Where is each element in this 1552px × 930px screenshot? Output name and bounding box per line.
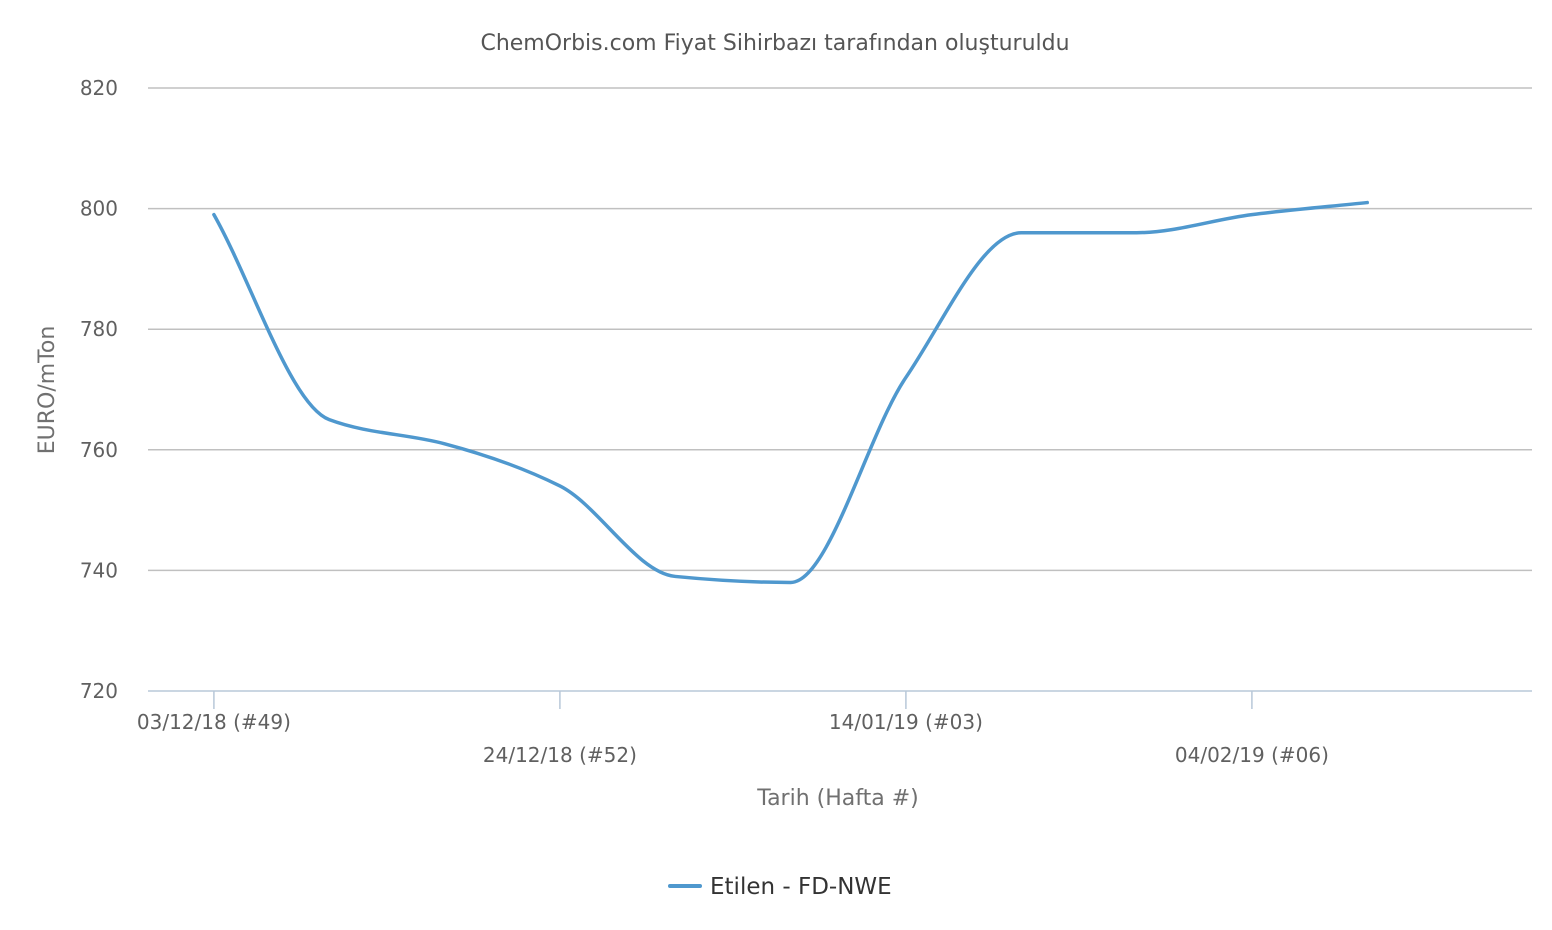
data-point[interactable] xyxy=(1015,227,1027,239)
legend[interactable]: Etilen - FD-NWE xyxy=(668,874,892,900)
gridlines xyxy=(148,87,1532,572)
y-tick-label: 820 xyxy=(80,76,118,100)
data-point[interactable] xyxy=(554,480,566,492)
data-point[interactable] xyxy=(439,438,451,450)
data-point[interactable] xyxy=(208,209,220,221)
x-axis-title: Tarih (Hafta #) xyxy=(756,786,918,811)
data-point[interactable] xyxy=(323,414,335,426)
data-point[interactable] xyxy=(669,570,681,582)
series-line xyxy=(212,200,1369,585)
x-tick-label: 24/12/18 (#52) xyxy=(483,743,637,767)
y-axis-title: EURO/mTon xyxy=(35,326,60,455)
y-axis-ticks: 720 740 760 780 800 820 xyxy=(80,76,118,703)
data-point[interactable] xyxy=(785,576,797,588)
y-tick-label: 720 xyxy=(80,679,118,703)
legend-label[interactable]: Etilen - FD-NWE xyxy=(710,874,892,900)
y-tick-label: 760 xyxy=(80,438,118,462)
y-tick-label: 780 xyxy=(80,317,118,341)
x-axis: 03/12/18 (#49) 24/12/18 (#52) 14/01/19 (#0… xyxy=(137,690,1532,767)
x-tick-label: 14/01/19 (#03) xyxy=(829,710,983,734)
data-point[interactable] xyxy=(1131,227,1143,239)
data-point[interactable] xyxy=(1246,209,1258,221)
data-point[interactable] xyxy=(1361,197,1373,209)
y-tick-label: 800 xyxy=(80,197,118,221)
x-tick-label: 04/02/19 (#06) xyxy=(1175,743,1329,767)
y-tick-label: 740 xyxy=(80,558,118,582)
data-point[interactable] xyxy=(900,371,912,383)
series-layer xyxy=(208,197,1373,588)
chart-title: ChemOrbis.com Fiyat Sihirbazı tarafından… xyxy=(480,31,1069,56)
x-tick-label: 03/12/18 (#49) xyxy=(137,710,291,734)
